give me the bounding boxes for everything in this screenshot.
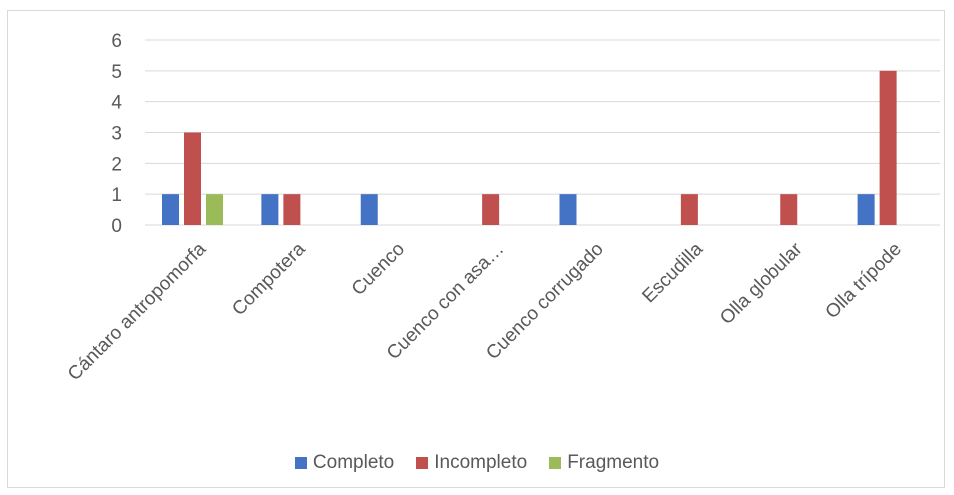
x-category-label: Cuenco [348,239,409,300]
bar-incompleto-5 [680,194,698,225]
x-category-label: Cántaro antropomorfa [64,238,211,385]
x-category-label: Olla globular [716,238,807,329]
legend-item-fragmento: Fragmento [549,452,659,474]
y-tick-label: 0 [111,216,122,237]
legend-label-fragmento: Fragmento [567,452,660,473]
bar-completo-7 [857,194,875,225]
y-tick-label: 2 [111,154,122,175]
bar-completo-4 [559,194,577,225]
x-category-label: Compotera [228,238,310,320]
x-axis: Cántaro antropomorfa Compotera CuencoCuenc… [64,238,906,385]
bar-fragmento-0 [206,194,223,225]
legend: Completo Incompleto Fragmento [0,452,954,474]
bar-completo-1 [261,194,279,225]
bar-incompleto-1 [283,194,301,225]
chart-frame [7,10,945,488]
legend-item-completo: Completo [294,452,395,474]
legend-swatch-incompleto [416,457,429,469]
legend-swatch-completo [294,457,307,469]
bar-completo-0 [162,194,179,225]
bar-incompleto-6 [780,194,798,225]
y-tick-label: 1 [111,185,122,206]
bars [162,70,897,225]
legend-swatch-fragmento [549,457,562,469]
bar-incompleto-0 [184,132,201,225]
y-tick-label: 5 [111,62,122,83]
y-axis: 0 1 2 3 4 5 6 [111,31,122,237]
bar-incompleto-7 [879,70,897,225]
bar-completo-2 [360,194,378,225]
y-tick-label: 3 [111,124,122,145]
bar-incompleto-3 [482,194,500,225]
y-tick-label: 4 [111,93,122,114]
x-category-label: Escudilla [638,238,707,307]
legend-label-completo: Completo [312,452,395,473]
x-category-label: Olla trípode [822,239,906,323]
legend-item-incompleto: Incompleto [416,452,527,474]
y-tick-label: 6 [111,31,122,52]
legend-label-incompleto: Incompleto [434,452,528,473]
